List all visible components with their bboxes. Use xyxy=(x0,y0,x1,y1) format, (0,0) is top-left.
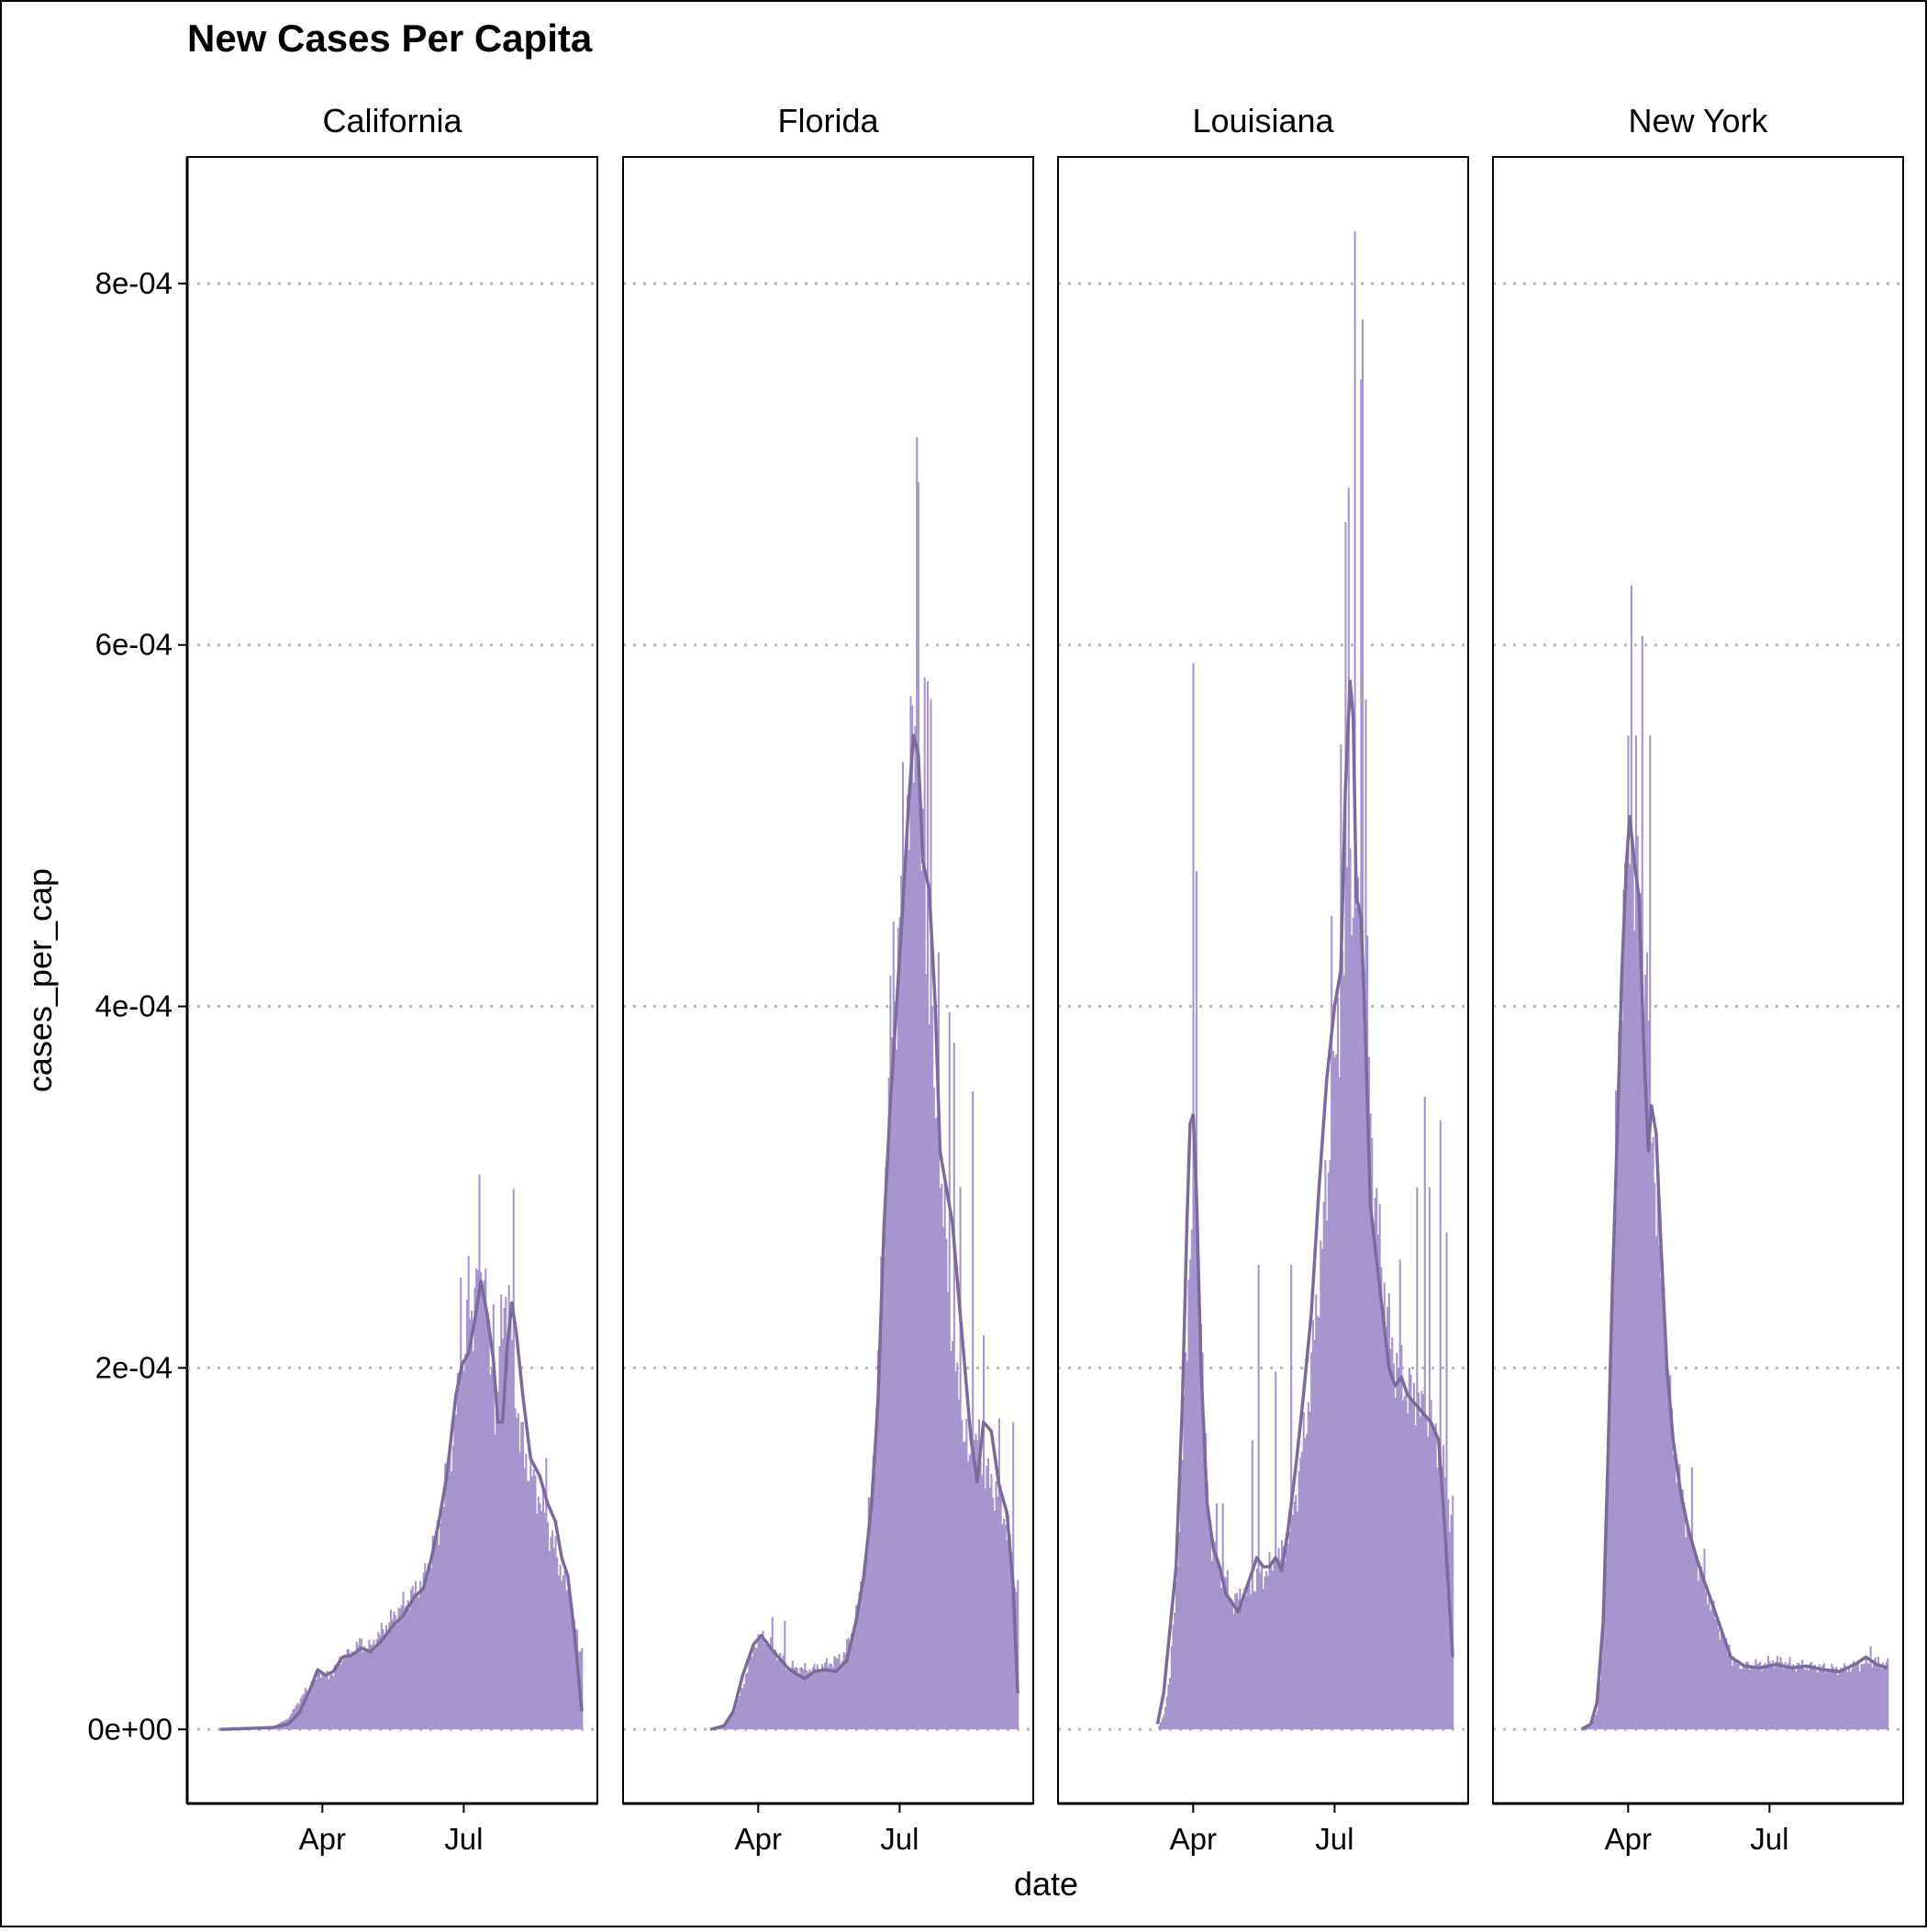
x-tick-label: Jul xyxy=(444,1822,483,1856)
chart-title: New Cases Per Capita xyxy=(187,17,593,60)
y-tick-label: 0e+00 xyxy=(87,1712,173,1746)
x-tick-label: Jul xyxy=(880,1822,919,1856)
facet-strip-label: New York xyxy=(1628,102,1768,140)
y-tick-label: 8e-04 xyxy=(95,266,173,300)
x-tick-label: Jul xyxy=(1750,1822,1788,1856)
y-tick-label: 6e-04 xyxy=(95,628,173,662)
x-tick-label: Apr xyxy=(299,1822,346,1856)
x-tick-label: Jul xyxy=(1315,1822,1353,1856)
x-tick-label: Apr xyxy=(735,1822,782,1856)
x-tick-label: Apr xyxy=(1605,1822,1652,1856)
x-axis-title: date xyxy=(1014,1865,1078,1903)
facet-strip-label: Florida xyxy=(777,102,879,140)
facet-strip-label: Louisiana xyxy=(1192,102,1334,140)
y-tick-label: 4e-04 xyxy=(95,989,173,1023)
x-tick-label: Apr xyxy=(1170,1822,1217,1856)
y-tick-label: 2e-04 xyxy=(95,1350,173,1384)
facet-strip-label: California xyxy=(322,102,462,140)
bar xyxy=(1452,1496,1454,1730)
bar xyxy=(581,1648,583,1729)
y-axis-title: cases_per_cap xyxy=(21,868,59,1092)
